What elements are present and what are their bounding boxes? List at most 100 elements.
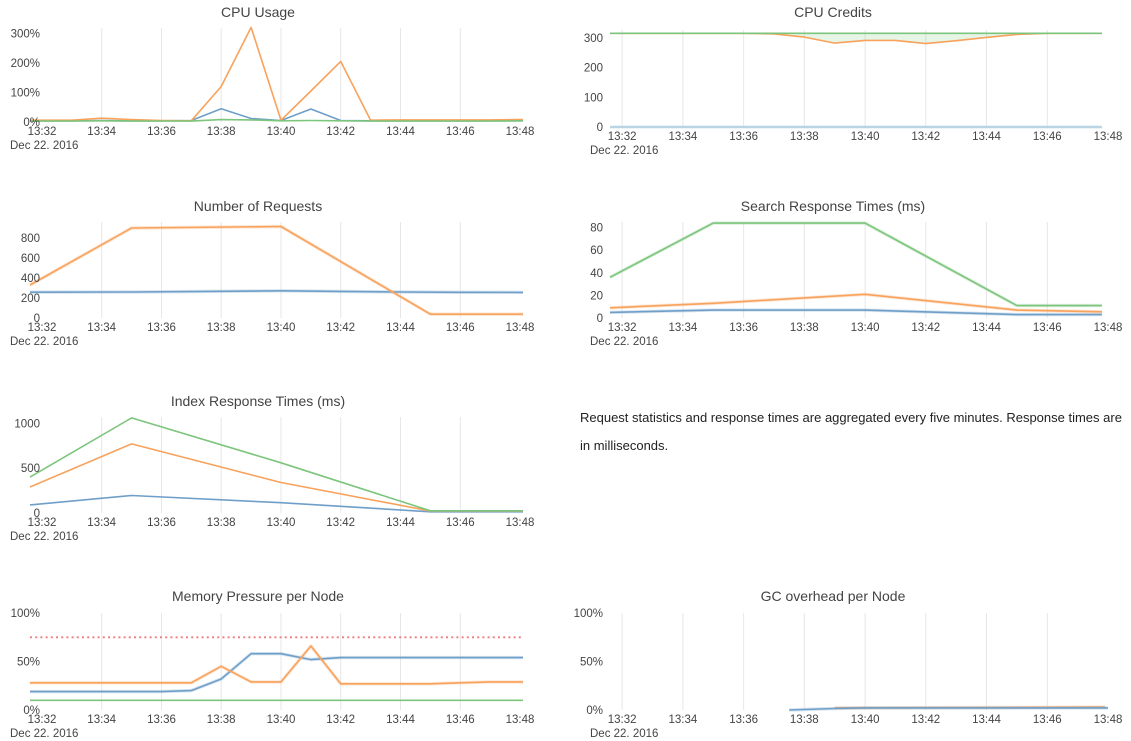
x-tick-label: 13:34	[669, 131, 698, 143]
x-tick-label: 13:32	[608, 714, 637, 726]
y-tick-label: 60	[590, 245, 603, 257]
x-tick-label: 13:40	[851, 131, 880, 143]
x-tick-label: 13:38	[207, 322, 236, 334]
y-tick-label: 500	[21, 463, 40, 475]
y-tick-label: 400	[21, 273, 40, 285]
x-tick-label: 13:42	[911, 322, 940, 334]
series-orange-halo	[30, 644, 523, 686]
series-blue-line	[789, 707, 1108, 711]
cpu-usage-plot[interactable]: 0% 100% 200% 300% 13:32 13:34 13:36 13:38 13:40 1…	[0, 0, 565, 160]
y-tick-label: 40	[590, 268, 603, 280]
x-tick-label: 13:44	[972, 714, 1001, 726]
x-tick-label: 13:46	[446, 517, 475, 529]
y-tick-label: 600	[21, 253, 40, 265]
x-tick-label: 13:40	[267, 126, 296, 138]
x-axis-date-label: Dec 22. 2016	[590, 728, 658, 740]
gc-overhead-plot[interactable]: 0% 50% 100% 13:32 13:34 13:36 13:38 13:40 13:42 1…	[565, 580, 1131, 741]
series-orange-line	[30, 645, 523, 685]
series-blue-line	[29, 290, 524, 294]
chart-title: Index Response Times (ms)	[170, 393, 346, 409]
x-tick-label: 13:34	[669, 714, 698, 726]
x-tick-label: 13:36	[147, 322, 176, 334]
x-tick-label: 13:38	[207, 714, 236, 726]
chart-search-response-times: Search Response Times (ms) 0 20 40 60 80 13:3…	[565, 190, 1131, 355]
chart-cpu-usage: CPU Usage 0% 100% 200% 300% 13:32 13:34 13:36 1…	[0, 0, 565, 160]
x-tick-label: 13:34	[87, 517, 116, 529]
x-axis-date-label: Dec 22. 2016	[590, 336, 658, 348]
x-tick-label: 13:42	[911, 131, 940, 143]
series-blue-halo	[30, 652, 523, 694]
x-tick-label: 13:44	[386, 714, 415, 726]
chart-index-response-times: Index Response Times (ms) 0 500 1000 13:32 1…	[0, 385, 565, 550]
x-tick-label: 13:48	[1094, 322, 1123, 334]
y-tick-label: 300%	[11, 28, 40, 40]
number-of-requests-plot[interactable]: 0 200 400 600 800 13:32 13:34 13:36 13:38 13:40 13…	[0, 190, 565, 355]
x-tick-label: 13:44	[386, 517, 415, 529]
x-tick-label: 13:34	[87, 714, 116, 726]
x-tick-label: 13:40	[267, 517, 296, 529]
series-blue-line	[29, 494, 523, 513]
aggregation-note: Request statistics and response times ar…	[580, 410, 1122, 453]
x-tick-label: 13:46	[1033, 322, 1062, 334]
y-tick-label: 200	[584, 63, 603, 75]
x-tick-label: 13:46	[446, 126, 475, 138]
series-blue-line	[30, 652, 523, 693]
x-tick-label: 13:38	[790, 322, 819, 334]
x-tick-label: 13:46	[446, 322, 475, 334]
x-tick-label: 13:36	[729, 322, 758, 334]
x-tick-label: 13:32	[608, 131, 637, 143]
x-axis-date-label: Dec 22. 2016	[590, 145, 658, 157]
chart-title: GC overhead per Node	[760, 588, 906, 604]
x-axis-date-label: Dec 22. 2016	[10, 531, 78, 543]
x-tick-label: 13:32	[28, 322, 57, 334]
cpu-credits-plot[interactable]: 0 100 200 300 13:32 13:34 13:36 13:38 13:40 13:42…	[565, 0, 1131, 160]
series-orange-line	[30, 26, 524, 122]
chart-title: CPU Usage	[221, 4, 295, 20]
x-tick-label: 13:42	[326, 517, 355, 529]
y-tick-label: 50%	[580, 657, 603, 669]
x-tick-label: 13:34	[87, 322, 116, 334]
y-tick-label: 800	[21, 233, 40, 245]
x-tick-label: 13:36	[147, 714, 176, 726]
chart-memory-pressure-per-node: Memory Pressure per Node 0% 50% 100% 13:32 1…	[0, 580, 565, 741]
y-tick-label: 0	[34, 313, 40, 325]
y-tick-label: 0	[597, 313, 603, 325]
x-tick-label: 13:36	[147, 126, 176, 138]
x-tick-label: 13:38	[207, 517, 236, 529]
x-tick-label: 13:42	[326, 126, 355, 138]
x-tick-label: 13:32	[28, 517, 57, 529]
x-tick-label: 13:32	[28, 126, 57, 138]
y-tick-label: 50%	[17, 657, 40, 669]
x-tick-label: 13:40	[851, 714, 880, 726]
y-tick-label: 100%	[11, 87, 40, 99]
x-tick-label: 13:48	[506, 517, 535, 529]
y-tick-label: 0%	[23, 705, 40, 717]
index-response-times-plot[interactable]: 0 500 1000 13:32 13:34 13:36 13:38 13:40 13:42 13…	[0, 385, 565, 550]
x-tick-label: 13:38	[790, 131, 819, 143]
y-tick-label: 1000	[14, 418, 40, 430]
y-tick-label: 100	[584, 92, 603, 104]
chart-cpu-credits: CPU Credits 0 100 200 300 13:32 13:34 13:36 13:…	[565, 0, 1131, 160]
chart-number-of-requests: Number of Requests 0 200 400 600 800 13:32 13:…	[0, 190, 565, 355]
series-green-line	[29, 417, 523, 512]
chart-gc-overhead-per-node: GC overhead per Node 0% 50% 100% 13:32 13:34…	[565, 580, 1131, 741]
x-tick-label: 13:40	[267, 322, 296, 334]
series-blue-line	[609, 309, 1102, 316]
x-tick-label: 13:38	[790, 714, 819, 726]
y-tick-label: 200	[21, 293, 40, 305]
x-axis-date-label: Dec 22. 2016	[10, 728, 78, 740]
y-tick-label: 20	[590, 290, 603, 302]
x-tick-label: 13:44	[386, 322, 415, 334]
x-tick-label: 13:38	[207, 126, 236, 138]
series-orange-line	[29, 225, 523, 315]
x-tick-label: 13:34	[87, 126, 116, 138]
memory-pressure-plot[interactable]: 0% 50% 100% 13:32 13:34 13:36 13:38 13:40 13:42 1…	[0, 580, 565, 741]
x-tick-label: 13:40	[851, 322, 880, 334]
x-tick-label: 13:48	[506, 714, 535, 726]
x-tick-label: 13:32	[608, 322, 637, 334]
x-tick-label: 13:44	[972, 322, 1001, 334]
y-tick-label: 0%	[586, 705, 603, 717]
search-response-times-plot[interactable]: 0 20 40 60 80 13:32 13:34 13:36 13:38 13:40 13:42 1…	[565, 190, 1131, 355]
x-tick-label: 13:48	[1094, 714, 1123, 726]
